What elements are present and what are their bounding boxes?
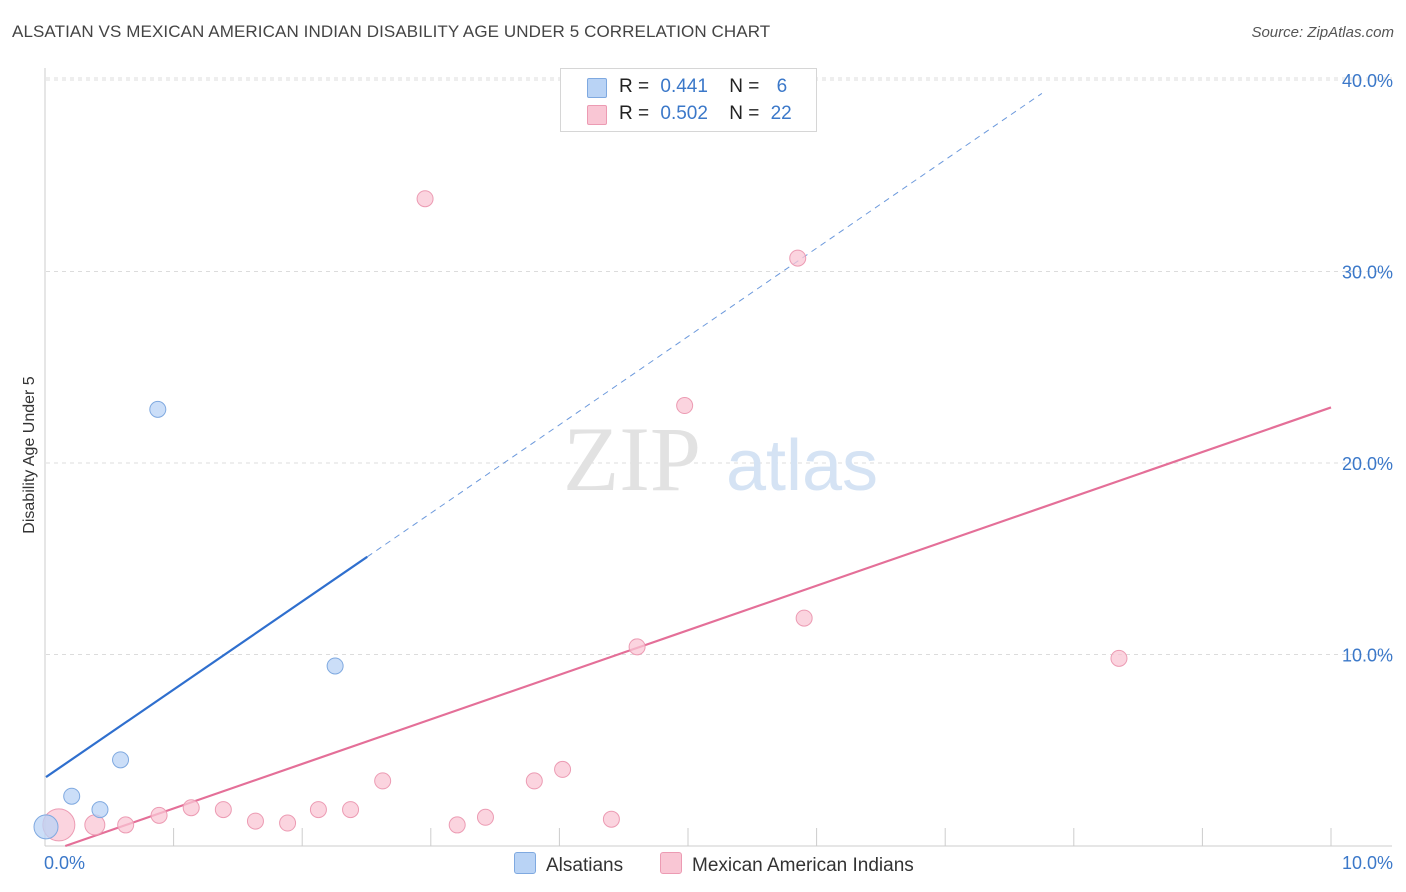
trend-line-alsatians (45, 555, 368, 778)
trend-line-mexican-american-indians (64, 406, 1332, 848)
point-alsatians (91, 801, 109, 819)
trend-line-extension (366, 92, 1043, 558)
axes (44, 68, 1392, 847)
legend-r-label: R = (619, 76, 650, 97)
y-tick-label: 30.0% (1342, 263, 1393, 283)
legend-n-label: N = (729, 76, 760, 97)
grid-lines (46, 77, 1392, 655)
point-mexican-american-indians (554, 760, 572, 778)
point-mexican-american-indians (448, 816, 466, 834)
point-mexican-american-indians (182, 799, 200, 817)
point-mexican-american-indians (117, 816, 135, 834)
bottom-legend-swatch-mexican-american-indians (660, 852, 682, 874)
y-tick-label: 20.0% (1342, 454, 1393, 474)
source-label: Source: ZipAtlas.com (1251, 24, 1394, 41)
x-tick-label: 0.0% (44, 853, 85, 873)
point-mexican-american-indians (279, 814, 297, 832)
legend-n-value: 6 (776, 76, 788, 97)
bottom-legend-label: Alsatians (546, 855, 624, 876)
x-tick-label: 10.0% (1342, 853, 1393, 873)
trend-lines (45, 92, 1332, 848)
point-mexican-american-indians (1110, 649, 1128, 667)
point-mexican-american-indians (342, 801, 360, 819)
legend-swatch-alsatians (587, 78, 607, 98)
point-mexican-american-indians (476, 808, 494, 826)
bottom-legend-label: Mexican American Indians (692, 855, 914, 876)
point-alsatians (63, 787, 81, 805)
legend-n-value: 22 (770, 103, 792, 124)
legend-r-value: 0.502 (660, 103, 708, 124)
point-alsatians (33, 814, 59, 840)
point-mexican-american-indians (789, 249, 807, 267)
bottom-legend-mexican-american-indians: Mexican American Indians (660, 852, 914, 877)
watermark-atlas: atlas (726, 426, 878, 506)
point-alsatians (112, 751, 130, 769)
legend-r-label: R = (619, 103, 650, 124)
point-mexican-american-indians (84, 814, 106, 836)
point-mexican-american-indians (416, 190, 434, 208)
y-axis-label: Disability Age Under 5 (21, 376, 38, 534)
point-mexican-american-indians (602, 810, 620, 828)
point-mexican-american-indians (374, 772, 392, 790)
legend-r-value: 0.441 (660, 76, 708, 97)
legend-swatch-mexican-american-indians (587, 105, 607, 125)
point-mexican-american-indians (214, 801, 232, 819)
watermark-zip: ZIP (563, 408, 701, 510)
point-mexican-american-indians (676, 397, 694, 415)
bottom-legend-swatch-alsatians (514, 852, 536, 874)
chart-title: ALSATIAN VS MEXICAN AMERICAN INDIAN DISA… (12, 22, 771, 41)
point-mexican-american-indians (309, 801, 327, 819)
bottom-legend-alsatians: Alsatians (514, 852, 623, 877)
point-mexican-american-indians (246, 812, 264, 830)
point-mexican-american-indians (525, 772, 543, 790)
data-points (33, 190, 1128, 842)
y-tick-label: 10.0% (1342, 646, 1393, 666)
tick-labels: 10.0% 20.0% 30.0% 40.0% 0.0% 10.0% (44, 71, 1393, 873)
point-mexican-american-indians (628, 638, 646, 656)
legend-n-label: N = (729, 103, 760, 124)
stats-legend: R = 0.441 N = 6 R = 0.502 N = 22 (560, 68, 817, 132)
y-tick-label: 40.0% (1342, 71, 1393, 91)
point-mexican-american-indians (150, 806, 168, 824)
point-mexican-american-indians (795, 609, 813, 627)
point-alsatians (326, 657, 344, 675)
point-alsatians (149, 400, 167, 418)
